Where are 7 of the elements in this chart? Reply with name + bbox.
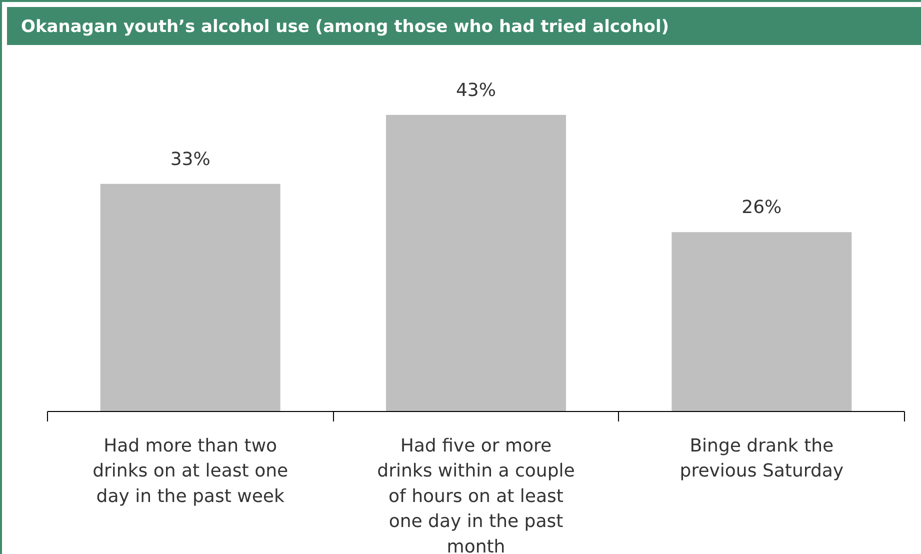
x-tick-label: Had five or more drinks within a couple of hours on at least one day in the past month [377, 436, 575, 554]
x-tick-label: Binge drank the previous Saturday [680, 436, 844, 482]
data-label: 33% [170, 148, 210, 170]
data-label: 26% [742, 197, 782, 218]
data-label: 43% [456, 80, 496, 101]
x-tick-label: Had more than two drinks on at least one day in the past week [92, 436, 288, 507]
chart-title: Okanagan youth’s alcohol use (among those who had tried alcohol) [21, 16, 670, 39]
